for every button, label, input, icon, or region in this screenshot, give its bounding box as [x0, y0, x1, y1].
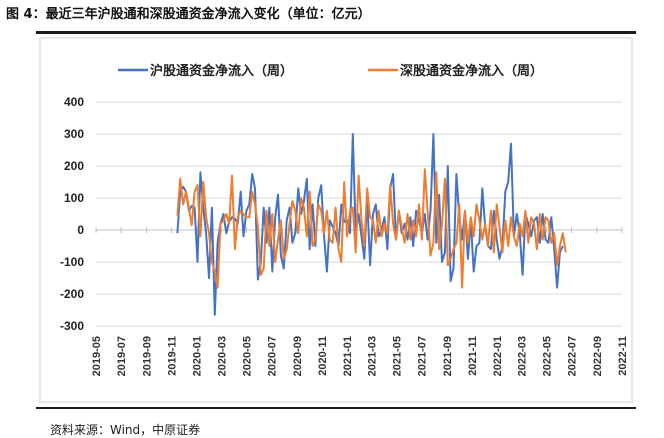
- x-tick-label: 2022-05: [541, 336, 553, 376]
- legend-item: 深股通资金净流入（周）: [368, 63, 543, 79]
- x-tick-label: 2019-11: [167, 336, 179, 376]
- x-tick-label: 2019-09: [142, 336, 154, 376]
- y-tick-label: 400: [64, 95, 84, 109]
- x-tick-label: 2019-05: [91, 336, 103, 376]
- figure-title: 图 4：最近三年沪股通和深股通资金净流入变化（单位：亿元）: [6, 7, 371, 22]
- top-rule: [36, 31, 636, 34]
- x-tick-label: 2022-03: [516, 336, 528, 376]
- x-tick-label: 2020-03: [216, 336, 228, 376]
- bottom-rule: [36, 407, 636, 409]
- legend-label: 沪股通资金净流入（周）: [150, 63, 293, 79]
- x-tick-label: 2021-07: [416, 336, 428, 376]
- series-layer: [176, 133, 567, 316]
- x-tick-label: 2022-11: [617, 336, 629, 376]
- x-tick-label: 2021-11: [467, 336, 479, 376]
- x-tick-label: 2021-03: [366, 336, 378, 376]
- y-tick-label: 0: [77, 223, 84, 237]
- legend: 沪股通资金净流入（周） 深股通资金净流入（周）: [118, 63, 543, 79]
- y-tick-label: -200: [60, 287, 84, 301]
- legend-label: 深股通资金净流入（周）: [400, 63, 543, 79]
- x-tick-label: 2020-07: [266, 336, 278, 376]
- y-tick-label: -300: [60, 319, 84, 333]
- x-tick-label: 2020-05: [241, 336, 253, 376]
- series-line-shenzhen: [176, 168, 567, 289]
- x-tick-label: 2021-05: [391, 336, 403, 376]
- legend-item: 沪股通资金净流入（周）: [118, 63, 293, 79]
- x-tick-label: 2022-07: [566, 336, 578, 376]
- x-tick-label: 2021-01: [342, 336, 354, 376]
- y-axis: -300 -200 -100 0 100 200 300 400: [60, 95, 84, 333]
- x-tick-label: 2022-09: [592, 336, 604, 376]
- y-tick-label: 200: [64, 159, 84, 173]
- x-tick-label: 2019-07: [116, 336, 128, 376]
- x-tick-label: 2020-01: [192, 336, 204, 376]
- source-note: 资料来源：Wind，中原证券: [50, 423, 201, 437]
- y-tick-label: -100: [60, 255, 84, 269]
- x-tick-label: 2022-01: [492, 336, 504, 376]
- y-tick-label: 100: [64, 191, 84, 205]
- y-tick-label: 300: [64, 127, 84, 141]
- x-tick-label: 2021-09: [442, 336, 454, 376]
- x-tick-label: 2020-09: [292, 336, 304, 376]
- series-line-shanghai: [176, 133, 564, 316]
- x-tick-label: 2020-11: [317, 336, 329, 376]
- x-axis: 2019-05 2019-07 2019-09 2019-11 2020-01 2020-…: [91, 227, 629, 376]
